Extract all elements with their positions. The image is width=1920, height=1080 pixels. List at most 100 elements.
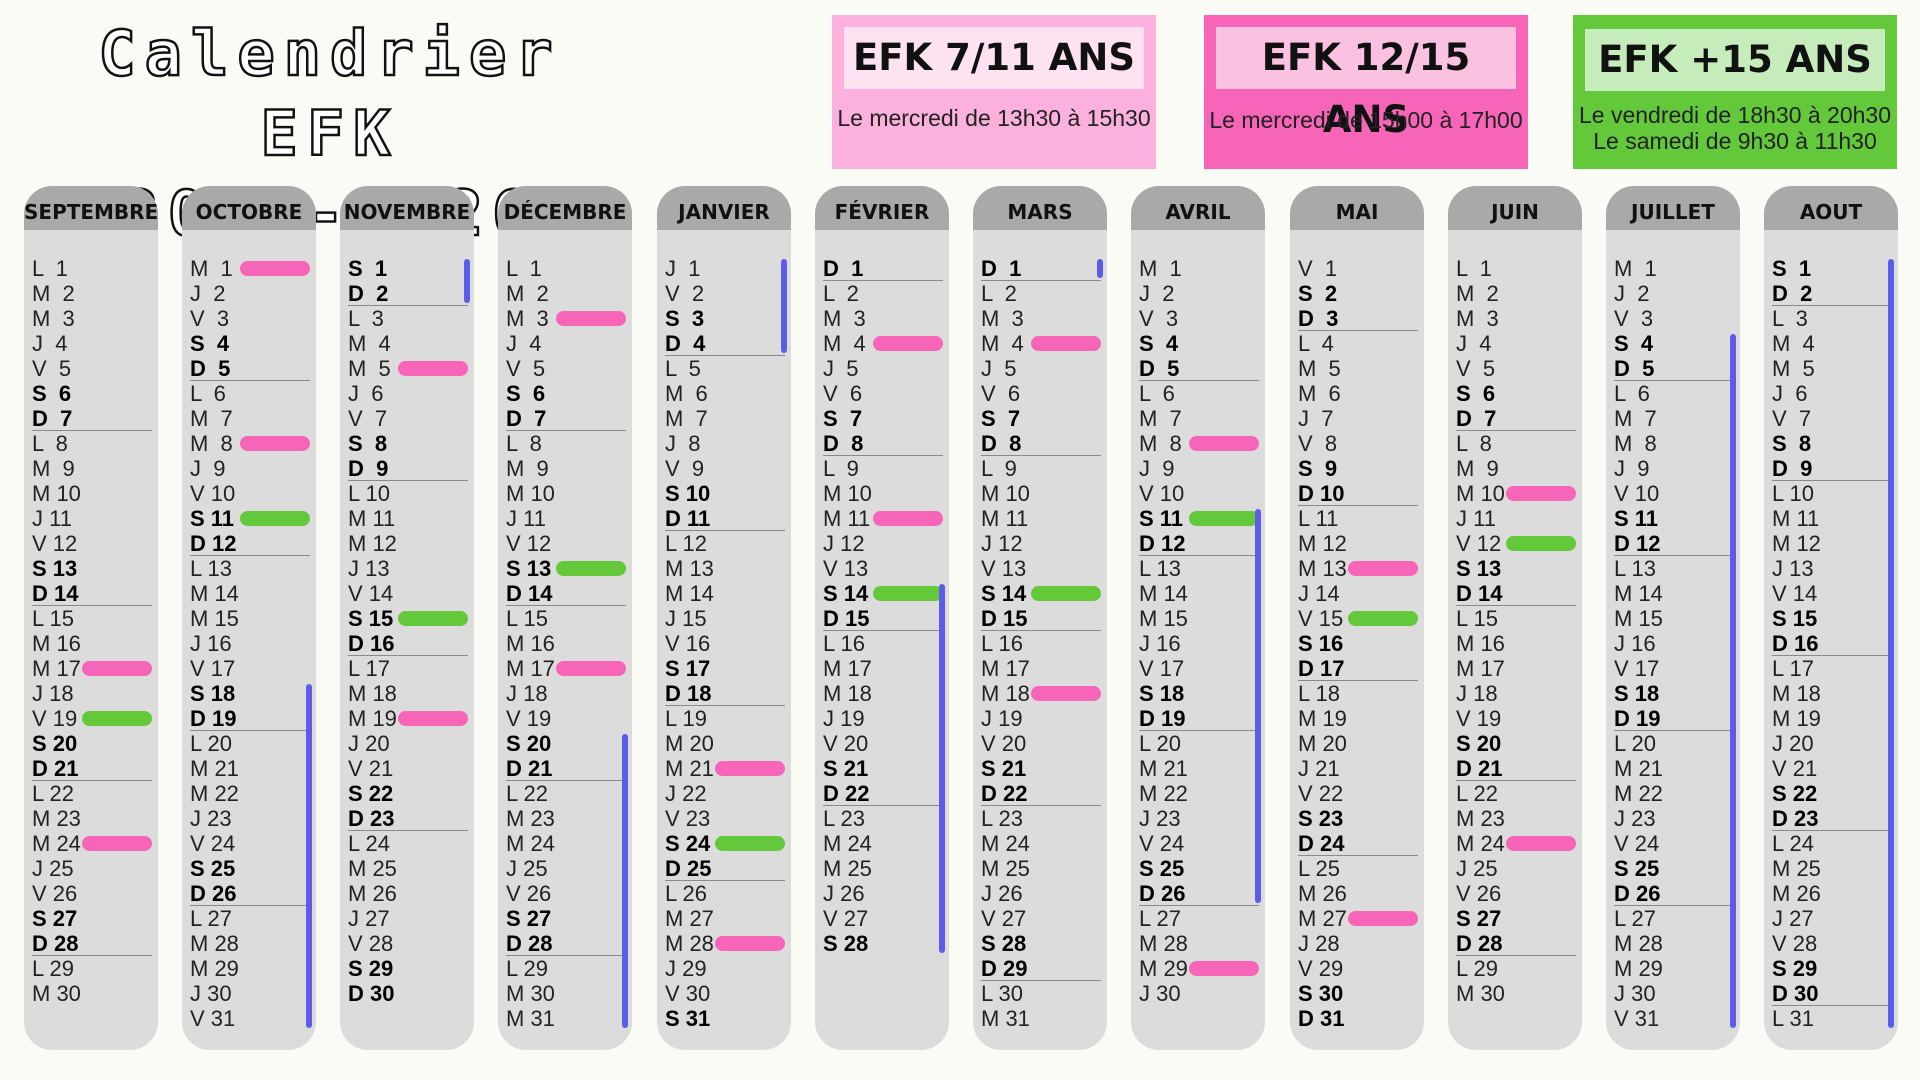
day-row: L 15 [506, 606, 549, 631]
week-separator [981, 980, 1101, 981]
week-separator [348, 305, 468, 306]
month-header [1131, 186, 1265, 230]
day-row: M 23 [1456, 806, 1505, 831]
day-row: M 25 [1772, 856, 1821, 881]
day-row: D 14 [32, 581, 79, 606]
day-row: V 12 [1456, 531, 1502, 556]
day-row: J 6 [1772, 381, 1808, 406]
day-row: M 18 [1772, 681, 1821, 706]
title-line-1: Calendrier EFK [97, 16, 562, 172]
month-header [973, 186, 1107, 230]
day-row: D 22 [981, 781, 1028, 806]
day-row: M 17 [981, 656, 1030, 681]
day-row: D 7 [1456, 406, 1497, 431]
session-pill-green [82, 711, 152, 726]
day-row: M 13 [665, 556, 714, 581]
day-row: S 7 [823, 406, 863, 431]
day-row: V 20 [823, 731, 869, 756]
session-pill-pink [715, 936, 785, 951]
day-row: L 27 [190, 906, 233, 931]
month-body [24, 230, 158, 1050]
day-row: L 24 [348, 831, 391, 856]
session-pill-pink [240, 261, 310, 276]
day-row: M 14 [190, 581, 239, 606]
day-row: S 18 [190, 681, 236, 706]
day-row: M 14 [665, 581, 714, 606]
week-separator [190, 730, 310, 731]
day-row: V 19 [1456, 706, 1502, 731]
day-row: L 17 [1772, 656, 1815, 681]
day-row: V 26 [1456, 881, 1502, 906]
month-body [1448, 230, 1582, 1050]
day-row: S 7 [981, 406, 1021, 431]
day-row: V 13 [981, 556, 1027, 581]
day-row: M 4 [981, 331, 1024, 356]
day-row: D 7 [32, 406, 73, 431]
day-row: M 7 [665, 406, 708, 431]
day-row: M 10 [823, 481, 872, 506]
day-row: J 11 [32, 506, 72, 531]
day-row: M 1 [1614, 256, 1657, 281]
day-row: S 1 [348, 256, 388, 281]
month-header [815, 186, 949, 230]
day-row: M 9 [32, 456, 75, 481]
day-row: M 10 [1456, 481, 1505, 506]
day-row: L 23 [981, 806, 1024, 831]
day-row: S 30 [1298, 981, 1344, 1006]
day-row: S 25 [190, 856, 236, 881]
session-pill-green [1189, 511, 1259, 526]
day-row: J 6 [348, 381, 384, 406]
day-row: J 7 [1298, 406, 1334, 431]
day-row: M 19 [1772, 706, 1821, 731]
day-row: D 8 [981, 431, 1022, 456]
day-row: J 11 [506, 506, 546, 531]
week-separator [1298, 505, 1418, 506]
day-row: M 16 [506, 631, 555, 656]
day-row: M 23 [506, 806, 555, 831]
day-row: D 29 [981, 956, 1028, 981]
holiday-bar [1255, 509, 1261, 903]
day-row: J 23 [190, 806, 232, 831]
day-row: M 10 [506, 481, 555, 506]
day-row: D 24 [1298, 831, 1345, 856]
month-body-cap [24, 230, 158, 260]
session-pill-green [398, 611, 468, 626]
day-row: S 21 [981, 756, 1027, 781]
day-row: M 12 [348, 531, 397, 556]
day-row: M 17 [32, 656, 81, 681]
day-row: S 25 [1614, 856, 1660, 881]
group-schedule-12-15: Le mercredi de 15h00 à 17h00 [1209, 107, 1523, 133]
month-body-cap [1448, 230, 1582, 260]
day-row: M 28 [190, 931, 239, 956]
week-separator [348, 655, 468, 656]
day-row: M 17 [1456, 656, 1505, 681]
day-row: M 30 [1456, 981, 1505, 1006]
day-row: M 19 [348, 706, 397, 731]
day-row: V 3 [1139, 306, 1179, 331]
day-row: M 20 [1298, 731, 1347, 756]
session-pill-pink [398, 711, 468, 726]
day-row: S 21 [823, 756, 869, 781]
day-row: J 25 [1456, 856, 1498, 881]
group-box-15-plus: EFK +15 ANS Le vendredi de 18h30 à 20h30… [1573, 15, 1897, 169]
day-row: L 12 [665, 531, 708, 556]
day-row: L 26 [665, 881, 708, 906]
day-row: M 25 [981, 856, 1030, 881]
day-row: S 27 [506, 906, 552, 931]
month-name: FÉVRIER [834, 200, 930, 224]
day-row: D 19 [190, 706, 237, 731]
month-body-cap [498, 230, 632, 260]
holiday-bar [1888, 259, 1894, 1028]
day-row: J 13 [348, 556, 390, 581]
session-pill-pink [1506, 486, 1576, 501]
day-row: J 9 [1139, 456, 1175, 481]
day-row: S 4 [1139, 331, 1179, 356]
day-row: L 20 [1139, 731, 1182, 756]
day-row: M 3 [1456, 306, 1499, 331]
session-pill-green [1506, 536, 1576, 551]
week-separator [1614, 555, 1734, 556]
day-row: M 11 [823, 506, 871, 531]
group-schedule-15-plus-1: Le vendredi de 18h30 à 20h30 [1578, 102, 1892, 128]
